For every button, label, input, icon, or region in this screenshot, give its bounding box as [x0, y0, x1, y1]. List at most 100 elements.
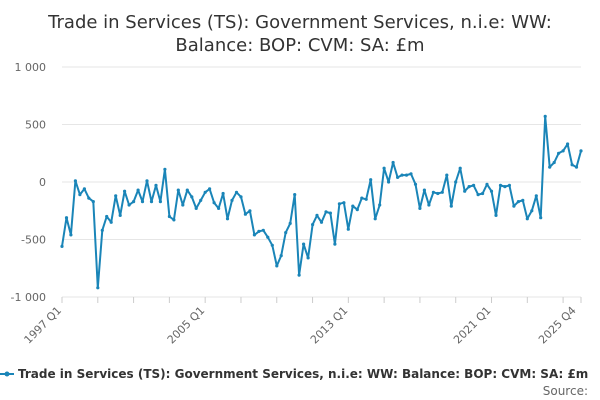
- data-point: [302, 242, 306, 246]
- data-point: [552, 160, 556, 165]
- data-point: [494, 213, 498, 217]
- x-axis: 1997 Q1 2005 Q1 2013 Q1 2021 Q1 2025 Q4: [22, 297, 582, 347]
- data-point: [530, 209, 534, 213]
- data-point: [400, 173, 404, 177]
- data-point: [391, 160, 395, 165]
- data-point: [243, 212, 247, 216]
- y-tick-label: 0: [39, 176, 46, 189]
- data-point: [319, 220, 324, 224]
- data-point: [570, 163, 574, 167]
- data-point: [507, 183, 511, 187]
- data-point: [96, 286, 100, 290]
- data-point: [431, 190, 435, 194]
- data-point: [355, 208, 359, 212]
- data-point: [114, 194, 118, 198]
- chart-title-line-1: Trade in Services (TS): Government Servi…: [47, 12, 552, 33]
- data-point: [512, 204, 516, 208]
- data-point: [378, 203, 382, 207]
- data-point: [503, 185, 507, 189]
- data-point: [498, 183, 503, 187]
- data-point: [123, 189, 127, 193]
- legend-label: Trade in Services (TS): Government Servi…: [18, 367, 588, 381]
- data-point: [257, 229, 261, 233]
- series-line: [61, 115, 582, 289]
- data-point: [275, 264, 279, 268]
- data-point: [69, 233, 73, 237]
- data-point: [149, 200, 154, 204]
- data-point: [185, 188, 189, 192]
- data-point: [167, 214, 171, 219]
- data-point: [342, 201, 346, 205]
- x-tick-label: 2025 Q4: [536, 304, 579, 347]
- x-tick-label: 2013 Q1: [308, 304, 351, 347]
- data-point: [266, 235, 270, 239]
- data-point: [463, 189, 467, 193]
- data-point: [261, 228, 265, 232]
- data-point: [454, 180, 458, 184]
- legend[interactable]: Trade in Services (TS): Government Servi…: [0, 367, 588, 381]
- data-point: [145, 179, 149, 183]
- data-point: [234, 190, 239, 194]
- data-point: [190, 195, 194, 199]
- data-point: [203, 190, 207, 194]
- y-tick-label: 1 000: [15, 61, 47, 74]
- data-point: [78, 193, 82, 197]
- data-point: [194, 206, 198, 210]
- data-point: [176, 188, 180, 192]
- data-point: [574, 165, 579, 169]
- data-point: [158, 200, 162, 204]
- data-point: [105, 214, 109, 219]
- data-point: [64, 216, 69, 220]
- data-point: [132, 200, 136, 204]
- data-point: [521, 198, 525, 202]
- data-point: [534, 194, 538, 198]
- data-point: [346, 227, 350, 231]
- data-point: [427, 203, 431, 207]
- data-point: [557, 151, 561, 155]
- data-point: [413, 182, 418, 186]
- data-point: [566, 142, 570, 146]
- data-point: [181, 203, 185, 207]
- legend-marker-swatch: [4, 371, 10, 377]
- data-point: [140, 200, 145, 204]
- data-point: [127, 203, 131, 207]
- data-point: [163, 167, 167, 171]
- data-point: [284, 231, 288, 235]
- chart-title-line-2: Balance: BOP: CVM: SA: £m: [175, 35, 424, 56]
- data-point: [369, 178, 373, 182]
- data-point: [539, 216, 543, 220]
- data-point: [489, 189, 494, 193]
- data-point: [91, 200, 95, 204]
- source-label: Source:: [543, 384, 588, 398]
- data-point: [73, 179, 77, 183]
- data-point: [306, 256, 310, 260]
- data-point: [351, 204, 355, 208]
- data-point: [409, 172, 413, 176]
- data-point: [561, 149, 565, 153]
- x-tick-label: 1997 Q1: [22, 304, 65, 347]
- y-tick-label: -500: [21, 234, 46, 247]
- plot-area: [60, 114, 583, 290]
- x-tick-label: 2005 Q1: [165, 304, 208, 347]
- data-point: [293, 193, 297, 197]
- data-point: [445, 173, 449, 177]
- data-point: [472, 183, 476, 187]
- data-point: [82, 187, 86, 191]
- data-point: [315, 213, 319, 217]
- data-point: [481, 191, 485, 196]
- data-point: [324, 210, 328, 214]
- y-axis: 1 000 500 0 -500 -1 000: [11, 61, 46, 304]
- data-point: [60, 244, 64, 248]
- data-point: [525, 217, 529, 221]
- data-point: [311, 223, 315, 227]
- data-point: [467, 185, 471, 189]
- data-point: [136, 188, 140, 192]
- data-point: [360, 196, 364, 200]
- data-point: [449, 204, 453, 208]
- data-point: [172, 218, 176, 222]
- data-point: [270, 243, 274, 247]
- chart-title: Trade in Services (TS): Government Servi…: [47, 12, 552, 56]
- y-tick-label: -1 000: [11, 291, 46, 304]
- data-point: [458, 166, 462, 170]
- data-point: [579, 149, 583, 153]
